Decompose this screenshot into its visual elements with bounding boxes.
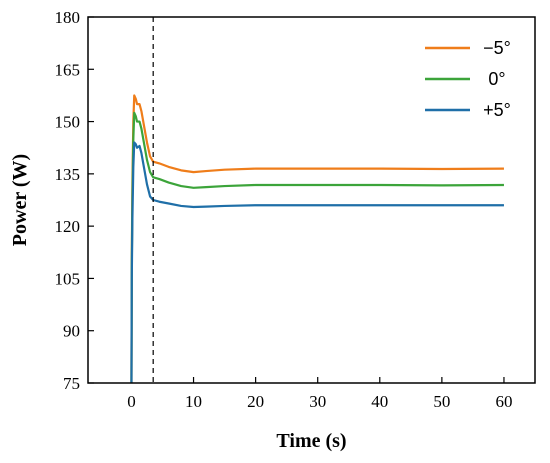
y-tick-label: 180	[55, 8, 81, 27]
x-axis-ticks: 0 10 20 30 40 50 60	[127, 377, 512, 411]
y-tick-label: 75	[63, 374, 80, 393]
legend-label-1: −5°	[483, 38, 511, 58]
x-tick-label: 50	[433, 392, 450, 411]
plot-frame	[87, 16, 536, 384]
legend: −5° 0° +5°	[425, 38, 511, 120]
x-axis-title: Time (s)	[276, 430, 346, 452]
y-axis-title: Power (W)	[9, 154, 31, 246]
x-tick-label: 60	[495, 392, 512, 411]
series-layer	[130, 94, 504, 384]
y-tick-label: 165	[55, 60, 81, 79]
y-axis-ticks: 75 90 105 120 135 150 165 180	[55, 8, 94, 393]
x-tick-label: 40	[371, 392, 388, 411]
y-tick-label: 105	[55, 269, 81, 288]
x-tick-label: 30	[309, 392, 326, 411]
series-line-2	[130, 111, 504, 384]
series-line-1	[130, 94, 504, 384]
y-tick-label: 90	[63, 322, 80, 341]
x-tick-label: 20	[247, 392, 264, 411]
x-tick-label: 10	[185, 392, 202, 411]
y-tick-label: 150	[55, 113, 81, 132]
legend-label-2: 0°	[488, 69, 505, 89]
legend-label-3: +5°	[483, 100, 511, 120]
y-tick-label: 120	[55, 217, 81, 236]
y-tick-label: 135	[55, 165, 81, 184]
series-line-3	[130, 141, 504, 384]
x-tick-label: 0	[127, 392, 136, 411]
